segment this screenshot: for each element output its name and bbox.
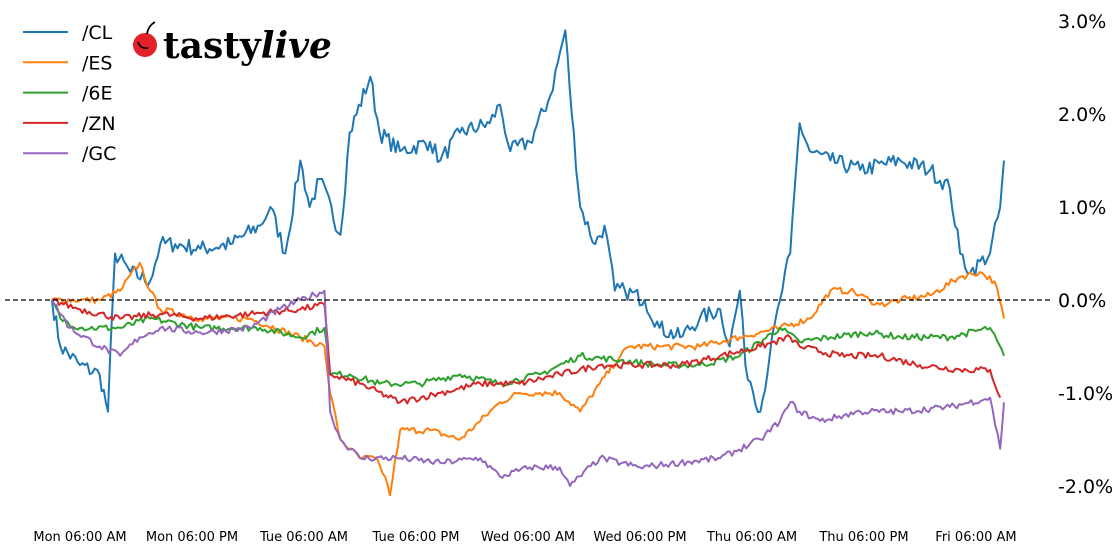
series-line-cl [51,29,1005,414]
legend-label: /CL [82,22,113,44]
series-line-zn [51,298,1002,405]
series-line-es [51,261,1005,497]
tastylive-logo: tastylive [133,21,332,67]
legend-label: /6E [82,83,113,105]
y-tick-label: 1.0% [1058,197,1106,219]
x-tick-label: Tue 06:00 PM [371,530,459,545]
x-tick-label: Wed 06:00 PM [593,530,686,545]
x-tick-label: Mon 06:00 AM [33,530,126,545]
y-tick-label: -1.0% [1058,383,1113,405]
legend: /CL/ES/6E/ZN/GC [23,22,116,165]
x-tick-label: Fri 06:00 AM [935,530,1016,545]
x-tick-label: Wed 06:00 AM [481,530,575,545]
series-line-gc [51,289,1005,487]
x-axis: Mon 06:00 AM Mon 06:00 PM Tue 06:00 AM Tue … [33,530,1016,545]
series-lines [51,29,1005,497]
y-tick-label: 3.0% [1058,11,1106,33]
legend-label: /ZN [82,113,116,135]
x-tick-label: Mon 06:00 PM [146,530,238,545]
y-tick-label: 2.0% [1058,104,1106,126]
y-axis: 3.0% 2.0% 1.0% 0.0% -1.0% -2.0% [1058,11,1113,498]
logo-text: tastylive [163,25,332,67]
legend-label: /GC [82,143,116,165]
y-tick-label: 0.0% [1058,290,1106,312]
x-tick-label: Thu 06:00 PM [818,530,908,545]
legend-label: /ES [82,52,112,74]
series-line-6e [51,299,1005,388]
x-tick-label: Tue 06:00 AM [259,530,348,545]
y-tick-label: -2.0% [1058,476,1113,498]
cherry-icon [133,21,157,57]
x-tick-label: Thu 06:00 AM [706,530,797,545]
